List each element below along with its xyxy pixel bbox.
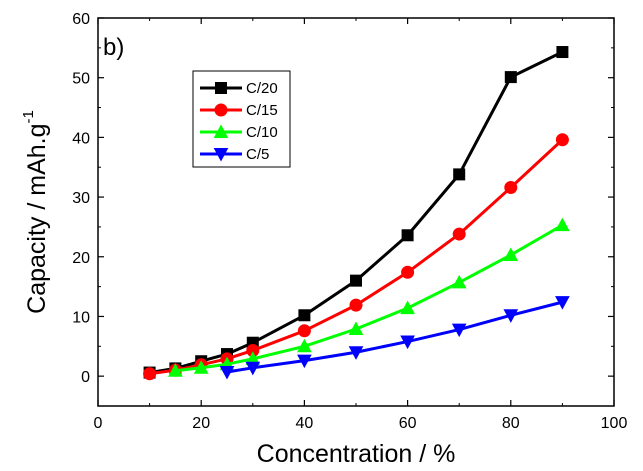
y-axis-title-superscript: -1 [20,110,37,123]
data-point [143,367,157,381]
data-point [555,133,569,147]
data-point [504,181,518,195]
y-axis-title-main: Capacity / mAh.g [23,123,51,313]
data-point [451,274,467,289]
legend-entry: C/20 [200,80,278,97]
data-point [348,321,364,335]
x-tick-label: 0 [94,415,103,432]
series-2 [168,217,570,377]
data-point [245,361,261,376]
data-point [555,217,570,232]
data-point [168,363,183,377]
data-point [400,300,415,315]
data-point [451,323,467,338]
x-tick-label: 40 [296,415,314,432]
y-axis-title: Capacity / mAh.g-1 [20,110,51,314]
data-point [556,46,569,59]
data-point [503,309,519,323]
data-point [453,168,466,181]
data-point [297,324,311,338]
data-point [503,247,519,261]
data-point [504,71,517,84]
legend-label: C/10 [246,124,278,141]
legend-label: C/20 [246,80,278,97]
data-point [298,309,311,322]
data-point [297,354,312,369]
y-tick-label: 10 [72,309,90,326]
data-point [219,365,235,380]
data-point [401,229,414,242]
x-axis-title: Concentration / % [257,440,456,468]
data-point [348,346,364,360]
y-tick-label: 30 [72,190,90,207]
y-tick-label: 20 [72,250,90,267]
data-point [349,298,363,312]
series-line [226,300,563,374]
legend: C/20 C/15 C/10 C/5 [192,70,291,168]
x-tick-label: 80 [502,415,520,432]
data-point [452,227,466,241]
x-tick-label: 20 [192,415,210,432]
data-point [401,265,415,279]
y-tick-label: 50 [72,71,90,88]
legend-marker [213,148,229,162]
data-point [400,335,415,350]
x-tick-label: 60 [399,415,417,432]
legend-label: C/5 [246,146,269,163]
series-3 [219,296,570,380]
legend-label: C/15 [246,102,278,119]
panel-label: b) [103,34,124,61]
legend-marker [215,82,227,94]
y-tick-label: 40 [72,130,90,147]
ticks-layer: 0 20 40 60 80 100 0 10 20 30 40 50 60 [72,11,627,432]
legend-entries: C/20 C/15 C/10 C/5 [200,80,278,163]
data-point [193,360,209,374]
data-point [555,296,570,310]
x-tick-label: 100 [601,415,628,432]
series-line [175,223,564,373]
legend-entry: C/5 [200,146,269,163]
legend-entry: C/10 [200,124,278,141]
legend-entry: C/15 [200,102,278,119]
legend-marker [213,124,229,138]
y-tick-label: 60 [72,11,90,28]
series-line [149,138,564,376]
data-point [350,274,362,287]
data-layer [143,46,570,381]
y-tick-label: 0 [81,369,90,386]
legend-marker [214,103,228,117]
data-point [297,338,312,353]
